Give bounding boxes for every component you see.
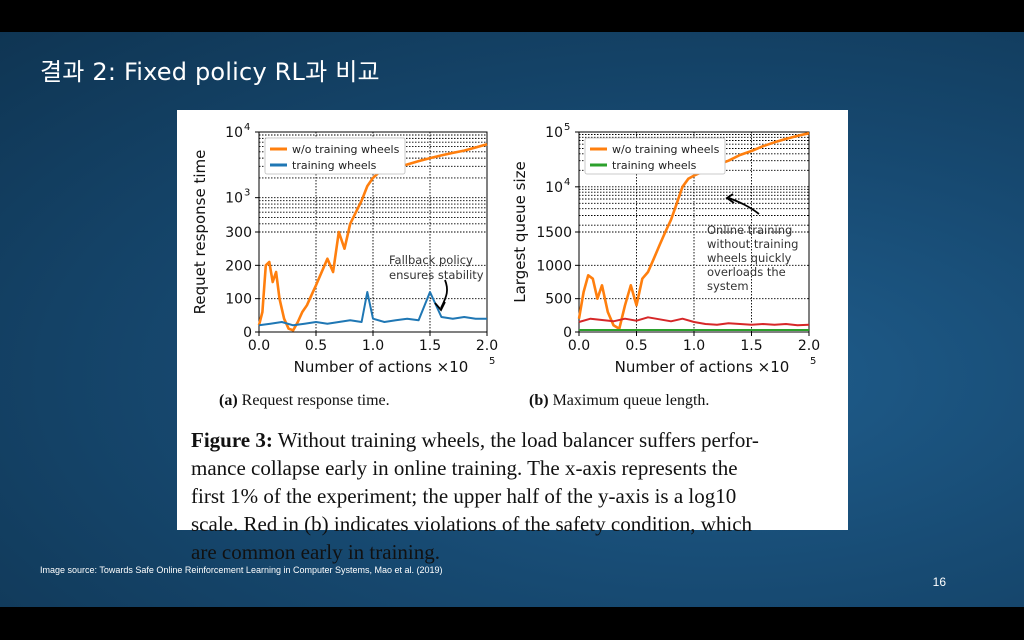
annotation-line-b-3: overloads the: [707, 265, 786, 279]
figure-line-3: first 1% of the experiment; the upper ha…: [191, 484, 737, 508]
y-tick-label-a: 0: [243, 325, 252, 341]
annotation-arrow-b: [728, 197, 760, 215]
annotation-arrowhead-a: [434, 301, 446, 312]
y-tick-label-a: 100: [225, 292, 252, 308]
figure-text-line-1: Figure 3: Without training wheels, the l…: [191, 426, 839, 454]
x-tick-label-b: 0.0: [568, 338, 590, 354]
annotation-line-b-2: wheels quickly: [707, 251, 792, 265]
subcaption-a-tag: (a): [219, 392, 238, 409]
annotation-line-b-1: without training: [707, 237, 798, 251]
y-log-tick-label-a: 10: [225, 125, 243, 141]
figure-panel: 0.0 0.5 1.0 1.5 2.0 Number of actions ×10 5 0 10…: [177, 110, 848, 564]
figure-line-2: mance collapse early in online training.…: [191, 456, 738, 480]
x-tick-label-a: 1.0: [362, 338, 384, 354]
series-line-b-0: [577, 131, 810, 330]
annotation-line-b-0: Online training: [707, 223, 792, 237]
figure-text: Figure 3: Without training wheels, the l…: [191, 426, 839, 566]
y-tick-label-b: 1500: [536, 225, 572, 241]
legend-label-b-1: training wheels: [612, 159, 697, 172]
page-number: 16: [932, 575, 946, 589]
subcaption-a: (a) Request response time.: [219, 392, 390, 410]
y-log-tick-exp-a: 4: [244, 122, 250, 133]
x-tick-label-b: 0.5: [625, 338, 647, 354]
x-tick-label-b: 1.0: [683, 338, 705, 354]
subcaption-b-tag: (b): [529, 392, 549, 409]
figure-line-1: Without training wheels, the load balanc…: [277, 428, 759, 452]
annotation-arrowhead-b: [725, 193, 735, 204]
y-tick-label-a: 300: [225, 225, 252, 241]
legend-box-b: [584, 137, 726, 175]
x-axis-label-a: Number of actions ×10: [294, 358, 469, 376]
x-tick-label-b: 1.5: [740, 338, 762, 354]
subcaption-a-text: Request response time.: [241, 392, 390, 409]
y-log-tick-label-b: 10: [545, 125, 563, 141]
image-source: Image source: Towards Safe Online Reinfo…: [40, 565, 443, 575]
legend-label-a-1: training wheels: [292, 159, 377, 172]
subcaption-b-text: Maximum queue length.: [552, 392, 710, 409]
figure-charts: 0.0 0.5 1.0 1.5 2.0 Number of actions ×10 5 0 10…: [191, 122, 820, 376]
annotation-line-a-0: Fallback policy: [389, 253, 473, 267]
y-log-tick-exp-b: 5: [564, 122, 570, 133]
y-axis-label-a: Requet response time: [191, 150, 209, 315]
y-log-tick-exp-b: 4: [564, 177, 570, 188]
y-tick-label-b: 0: [563, 325, 572, 341]
series-line-a-1: [258, 291, 487, 327]
legend-label-a-0: w/o training wheels: [292, 143, 400, 156]
x-axis-label-b: Number of actions ×10: [615, 358, 790, 376]
annotation-arrow-a: [440, 279, 448, 309]
y-tick-label-b: 1000: [536, 258, 572, 274]
y-tick-label-a: 200: [225, 258, 252, 274]
legend-box-a: [264, 137, 406, 175]
x-tick-label-a: 1.5: [419, 338, 441, 354]
legend-label-b-0: w/o training wheels: [612, 143, 720, 156]
y-log-tick-label-a: 10: [225, 191, 243, 207]
figure-line-5: are common early in training.: [191, 540, 440, 564]
x-axis-label-exp-a: 5: [489, 356, 495, 367]
x-tick-label-a: 0.5: [305, 338, 327, 354]
x-tick-label-a: 2.0: [476, 338, 498, 354]
y-tick-label-b: 500: [545, 292, 572, 308]
figure-line-4: scale. Red in (b) indicates violations o…: [191, 512, 753, 536]
slide: 결과 2: Fixed policy RL과 비교 0.0 0.5 1.0 1.5 2.…: [0, 32, 1024, 607]
x-tick-label-b: 2.0: [798, 338, 820, 354]
series-line-a-0: [257, 143, 488, 332]
annotation-line-a-1: ensures stability: [389, 268, 484, 282]
x-tick-label-a: 0.0: [248, 338, 270, 354]
y-log-tick-exp-a: 3: [244, 188, 250, 199]
slide-title: 결과 2: Fixed policy RL과 비교: [40, 58, 380, 86]
y-log-tick-label-b: 10: [545, 180, 563, 196]
series-line-b-2: [578, 316, 810, 327]
subcaption-b: (b) Maximum queue length.: [529, 392, 709, 410]
y-axis-label-b: Largest queue size: [511, 161, 529, 303]
x-axis-label-exp-b: 5: [810, 356, 816, 367]
annotation-line-b-4: system: [707, 279, 749, 293]
figure-label: Figure 3:: [191, 428, 273, 452]
